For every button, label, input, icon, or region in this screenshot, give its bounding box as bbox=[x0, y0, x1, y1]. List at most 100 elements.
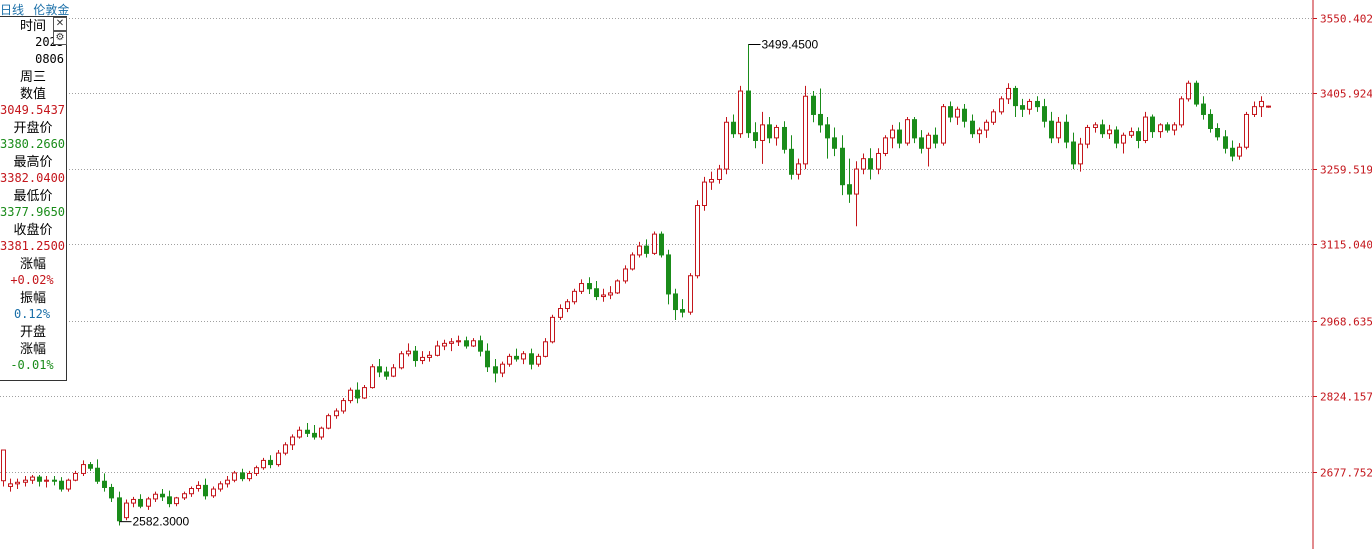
candle-body bbox=[579, 283, 584, 292]
annotations: 3499.4500 2582.3000 bbox=[119, 38, 819, 529]
candle-body bbox=[717, 168, 722, 180]
info-label-open-change: 开盘涨幅 bbox=[19, 324, 46, 356]
candle-body bbox=[1, 449, 6, 482]
candle-body bbox=[637, 245, 642, 256]
candle-body bbox=[1035, 100, 1040, 108]
candle-body bbox=[1230, 147, 1235, 157]
candle-body bbox=[109, 486, 114, 499]
info-label-amplitude: 振幅 bbox=[19, 290, 46, 305]
candle-body bbox=[1013, 87, 1018, 107]
candle-body bbox=[370, 366, 375, 389]
candle-body bbox=[384, 371, 389, 377]
gear-icon[interactable]: ⚙ bbox=[53, 31, 67, 45]
candle-body bbox=[695, 205, 700, 277]
candle-body bbox=[1194, 82, 1199, 105]
candle-body bbox=[427, 354, 432, 358]
candle-body bbox=[23, 479, 28, 483]
info-panel: 时间 2025 0806 周三 数值 3049.5437 开盘价 3380.26… bbox=[0, 16, 67, 381]
candle-body bbox=[796, 163, 801, 175]
candle-body bbox=[738, 90, 743, 135]
candle-body bbox=[1201, 103, 1206, 115]
candle-body bbox=[623, 268, 628, 282]
candle-body bbox=[1266, 105, 1271, 108]
period-label[interactable]: 日线 bbox=[0, 3, 25, 17]
candle-body bbox=[905, 119, 910, 144]
instrument-label[interactable]: 伦敦金 bbox=[33, 3, 70, 17]
y-tick-label: 3115.040 bbox=[1320, 239, 1372, 252]
candle-body bbox=[941, 106, 946, 144]
candle-body bbox=[268, 459, 273, 466]
candle-body bbox=[297, 429, 302, 438]
candle-body bbox=[30, 476, 35, 481]
y-axis-labels: 3550.402 3405.924 3259.519 3115.040 2968.635… bbox=[1313, 13, 1372, 480]
candle-body bbox=[1093, 124, 1098, 128]
candle-body bbox=[160, 493, 165, 498]
candle-body bbox=[868, 158, 873, 170]
candle-body bbox=[594, 288, 599, 298]
candle-body bbox=[774, 126, 779, 139]
candle-body bbox=[232, 472, 237, 481]
candle-body bbox=[962, 108, 967, 122]
candle-body bbox=[919, 137, 924, 149]
low-annotation: 2582.3000 bbox=[133, 515, 190, 529]
candle-body bbox=[44, 479, 49, 482]
candle-body bbox=[276, 452, 281, 466]
candle-body bbox=[847, 184, 852, 195]
candle-body bbox=[1107, 129, 1112, 135]
candle-body bbox=[1150, 116, 1155, 133]
candle-body bbox=[196, 484, 201, 490]
candle-body bbox=[1129, 131, 1134, 136]
candle-body bbox=[999, 98, 1004, 113]
candle-body bbox=[1165, 124, 1170, 131]
candle-body bbox=[1121, 134, 1126, 144]
candle-body bbox=[341, 400, 346, 412]
candle-body bbox=[240, 472, 245, 480]
y-tick-label: 3405.924 bbox=[1320, 88, 1372, 101]
candle-body bbox=[1100, 124, 1105, 135]
candle-body bbox=[261, 459, 266, 469]
candle-body bbox=[514, 355, 519, 360]
y-tick-label: 3259.519 bbox=[1320, 164, 1372, 177]
candle-body bbox=[803, 95, 808, 165]
candle-body bbox=[782, 126, 787, 150]
candle-body bbox=[666, 254, 671, 295]
candle-body bbox=[1042, 106, 1047, 122]
info-label-high: 最高价 bbox=[13, 154, 53, 169]
info-value-low: 3377.9650 bbox=[0, 205, 66, 219]
candle-body bbox=[290, 436, 295, 446]
candle-body bbox=[521, 353, 526, 360]
candle-body bbox=[507, 355, 512, 365]
candle-body bbox=[673, 293, 678, 311]
candle-body bbox=[818, 113, 823, 126]
candle-body bbox=[413, 350, 418, 362]
candle-body bbox=[406, 350, 411, 355]
candles bbox=[1, 44, 1271, 526]
candle-body bbox=[493, 366, 498, 374]
candle-body bbox=[478, 340, 483, 352]
candle-body bbox=[709, 178, 714, 183]
info-value-date: 0806 bbox=[35, 52, 64, 66]
candle-body bbox=[1237, 146, 1242, 157]
candle-body bbox=[319, 427, 324, 438]
candle-body bbox=[1071, 141, 1076, 165]
candle-body bbox=[1252, 106, 1257, 115]
candle-body bbox=[861, 158, 866, 170]
candle-body bbox=[391, 367, 396, 377]
candle-body bbox=[536, 355, 541, 365]
candle-body bbox=[174, 497, 179, 505]
candle-body bbox=[825, 124, 830, 139]
candle-body bbox=[543, 341, 548, 357]
y-tick-label: 3550.402 bbox=[1320, 13, 1372, 26]
candle-body bbox=[420, 356, 425, 362]
candle-body bbox=[138, 498, 143, 507]
candle-body bbox=[117, 497, 122, 522]
close-icon[interactable]: ✕ bbox=[53, 17, 67, 31]
candle-body bbox=[1020, 105, 1025, 110]
info-value-weekday: 周三 bbox=[19, 69, 46, 84]
candle-body bbox=[225, 479, 230, 485]
candle-body bbox=[1259, 100, 1264, 108]
candle-body bbox=[81, 464, 86, 474]
candle-body bbox=[1085, 126, 1090, 145]
candle-body bbox=[8, 483, 13, 487]
